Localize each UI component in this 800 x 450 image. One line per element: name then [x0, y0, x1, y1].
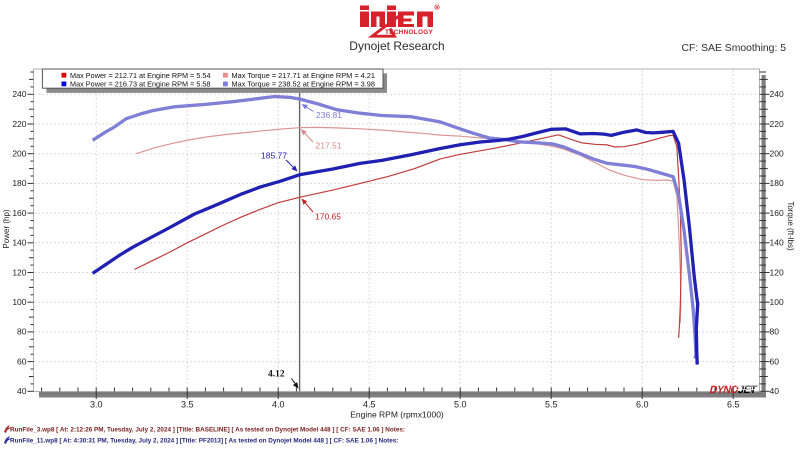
svg-text:240: 240 — [770, 89, 784, 99]
svg-text:Torque (ft-lbs): Torque (ft-lbs) — [786, 201, 795, 251]
svg-text:R: R — [436, 6, 439, 10]
svg-text:160: 160 — [770, 208, 784, 218]
svg-text:220: 220 — [770, 119, 784, 129]
svg-text:80: 80 — [17, 327, 27, 337]
svg-text:3.0: 3.0 — [90, 400, 103, 410]
svg-text:CF: SAE Smoothing: 5: CF: SAE Smoothing: 5 — [681, 43, 786, 54]
svg-text:Dynojet Research: Dynojet Research — [349, 39, 444, 53]
svg-text:4.5: 4.5 — [363, 400, 376, 410]
svg-text:Engine RPM (rpmx1000): Engine RPM (rpmx1000) — [350, 410, 444, 420]
svg-text:160: 160 — [12, 208, 26, 218]
svg-text:Max Power = 212.71 at Engine R: Max Power = 212.71 at Engine RPM = 5.54 — [70, 71, 211, 80]
svg-text:60: 60 — [17, 356, 27, 366]
svg-text:6.0: 6.0 — [636, 400, 649, 410]
svg-text:60: 60 — [770, 356, 780, 366]
svg-text:6.5: 6.5 — [727, 400, 740, 410]
svg-text:100: 100 — [770, 297, 784, 307]
svg-text:80: 80 — [770, 327, 780, 337]
svg-text:4.0: 4.0 — [272, 400, 285, 410]
svg-text:217.51: 217.51 — [316, 141, 342, 151]
svg-text:RunFile_3.wp8 [ At: 2:12:26 PM: RunFile_3.wp8 [ At: 2:12:26 PM, Tuesday,… — [10, 427, 405, 434]
svg-text:5.5: 5.5 — [545, 400, 558, 410]
svg-text:140: 140 — [12, 238, 26, 248]
svg-text:Max Torque = 238.52 at Engine: Max Torque = 238.52 at Engine RPM = 3.98 — [232, 80, 376, 89]
svg-text:180: 180 — [770, 178, 784, 188]
svg-text:120: 120 — [770, 267, 784, 277]
svg-text:185.77: 185.77 — [261, 151, 287, 161]
svg-text:5.0: 5.0 — [454, 400, 467, 410]
svg-text:120: 120 — [12, 267, 26, 277]
svg-text:Power (hp): Power (hp) — [2, 209, 11, 248]
svg-text:JET: JET — [737, 384, 759, 396]
svg-text:4.12: 4.12 — [268, 370, 285, 380]
svg-text:140: 140 — [770, 238, 784, 248]
svg-text:200: 200 — [770, 149, 784, 159]
svg-text:180: 180 — [12, 178, 26, 188]
svg-text:3.5: 3.5 — [181, 400, 194, 410]
svg-text:TECHNOLOGY: TECHNOLOGY — [385, 29, 434, 36]
svg-text:Max Power = 216.73 at Engine R: Max Power = 216.73 at Engine RPM = 5.58 — [70, 80, 211, 89]
svg-text:40: 40 — [17, 386, 27, 396]
svg-text:236.81: 236.81 — [316, 110, 342, 120]
svg-text:RunFile_11.wp8 [ At: 4:30:31 P: RunFile_11.wp8 [ At: 4:30:31 PM, Tuesday… — [10, 438, 398, 445]
svg-text:240: 240 — [12, 89, 26, 99]
svg-text:Max Torque = 217.71 at Engine: Max Torque = 217.71 at Engine RPM = 4.21 — [232, 71, 376, 80]
svg-text:40: 40 — [770, 386, 780, 396]
svg-text:200: 200 — [12, 149, 26, 159]
svg-text:100: 100 — [12, 297, 26, 307]
svg-text:170.65: 170.65 — [315, 212, 341, 222]
svg-text:220: 220 — [12, 119, 26, 129]
svg-text:DYNO: DYNO — [708, 384, 739, 396]
